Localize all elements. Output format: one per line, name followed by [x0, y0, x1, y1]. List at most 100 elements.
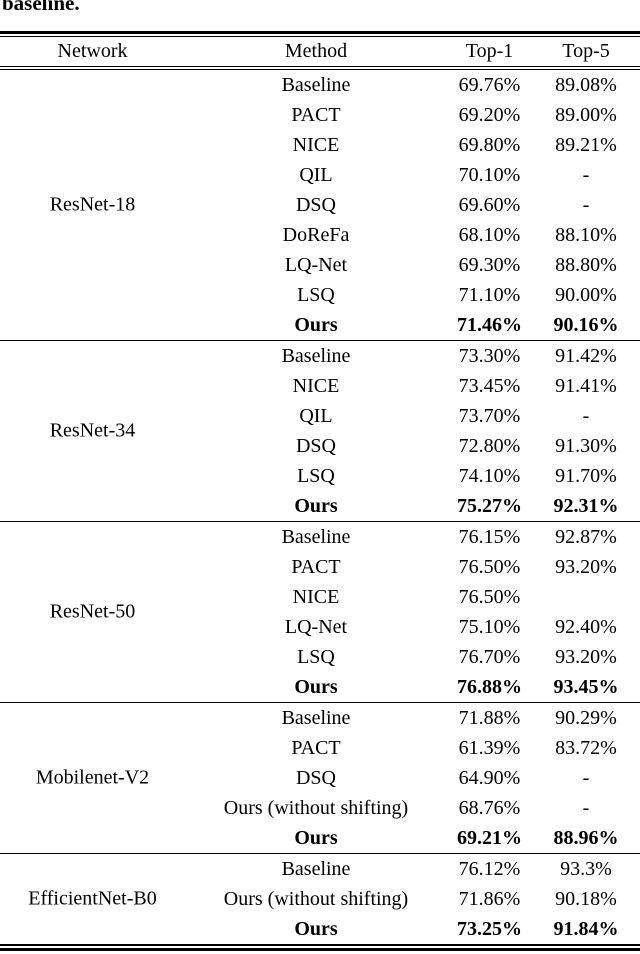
cell-method: Baseline [281, 707, 351, 729]
network-column-spacer [0, 733, 185, 763]
network-column-spacer [0, 70, 185, 100]
cell-top5: 88.80% [555, 254, 617, 276]
network-name: ResNet-18 [49, 193, 136, 216]
network-group: ResNet-50 Baseline 76.15% 92.87% PACT 76.50% 9… [0, 522, 640, 702]
cell-top5: 91.84% [553, 918, 619, 940]
network-column-spacer [0, 522, 185, 552]
cell-method: Ours [294, 314, 338, 336]
cell-method: Baseline [281, 526, 351, 548]
cell-top5: 91.41% [555, 375, 617, 397]
cell-top1: 70.10% [458, 164, 521, 186]
table-row: Ours 69.21% 88.96% [0, 823, 640, 853]
cell-top5: 93.20% [555, 646, 617, 668]
cell-method: PACT [291, 556, 341, 578]
cell-method: PACT [291, 104, 341, 126]
cell-top5: 92.40% [555, 616, 617, 638]
table-row: Ours (without shifting) 71.86% 90.18% [0, 884, 640, 914]
cell-top1: 69.76% [458, 74, 521, 96]
table-row: DSQ 72.80% 91.30% [0, 431, 640, 461]
cell-top1: 76.50% [458, 586, 521, 608]
cell-top5: - [582, 797, 590, 819]
cell-top1: 71.46% [457, 314, 522, 336]
network-group: ResNet-34 Baseline 73.30% 91.42% NICE 73.45% 9… [0, 341, 640, 521]
cell-method: Baseline [281, 858, 351, 880]
cell-top5: 83.72% [555, 737, 617, 759]
table-row: Baseline 73.30% 91.42% [0, 341, 640, 371]
network-column-spacer [0, 552, 185, 582]
cell-top5: 89.08% [555, 74, 617, 96]
cell-method: Ours (without shifting) [223, 888, 409, 910]
cell-top5 [532, 582, 640, 612]
cell-top5: 93.3% [560, 858, 612, 880]
cell-top5: 93.45% [553, 676, 619, 698]
cell-top1: 68.76% [458, 797, 521, 819]
cell-top1: 73.45% [458, 375, 521, 397]
cell-top1: 71.10% [458, 284, 521, 306]
cell-top5: 93.20% [555, 556, 617, 578]
cell-top5: 92.31% [553, 495, 619, 517]
cell-top1: 75.27% [457, 495, 522, 517]
cell-top1: 76.15% [458, 526, 521, 548]
cell-top1: 76.70% [458, 646, 521, 668]
cell-top5: 88.96% [553, 827, 619, 849]
header-method: Method [284, 40, 348, 62]
network-column-spacer [0, 100, 185, 130]
cell-method: DoReFa [282, 224, 350, 246]
table-row: Ours 73.25% 91.84% [0, 914, 640, 944]
table-row: QIL 73.70% - [0, 401, 640, 431]
table-row: Baseline 76.12% 93.3% [0, 854, 640, 884]
network-column-spacer [0, 371, 185, 401]
header-top5: Top-5 [562, 40, 610, 62]
cell-method: LSQ [297, 465, 335, 487]
table-row: LSQ 76.70% 93.20% [0, 642, 640, 672]
network-name: ResNet-50 [49, 600, 136, 623]
cell-top5: 91.30% [555, 435, 617, 457]
cell-top1: 69.30% [458, 254, 521, 276]
network-group: EfficientNet-B0 Baseline 76.12% 93.3% Ours (… [0, 854, 640, 944]
network-column-spacer [0, 823, 185, 853]
caption-table-gap [0, 15, 640, 31]
table-row: NICE 76.50% [0, 582, 640, 612]
cell-method: Ours [294, 827, 338, 849]
table-row: PACT 69.20% 89.00% [0, 100, 640, 130]
cell-top5: - [582, 194, 590, 216]
header-top1: Top-1 [465, 40, 514, 62]
table-row: QIL 70.10% - [0, 160, 640, 190]
cell-top1: 75.10% [458, 616, 521, 638]
table-caption: baseline. [2, 0, 80, 15]
cell-top1: 68.10% [458, 224, 521, 246]
network-column-spacer [0, 160, 185, 190]
network-name: Mobilenet-V2 [35, 766, 150, 789]
cell-top5: 92.87% [555, 526, 617, 548]
cell-top1: 72.80% [458, 435, 521, 457]
header-network: Network [57, 40, 128, 62]
table-row: PACT 61.39% 83.72% [0, 733, 640, 763]
cell-method: QIL [299, 164, 333, 186]
cell-top1: 73.30% [458, 345, 521, 367]
network-column-spacer [0, 703, 185, 733]
table-row: Baseline 69.76% 89.08% [0, 70, 640, 100]
cell-top5: 90.29% [555, 707, 617, 729]
table-row: LSQ 71.10% 90.00% [0, 280, 640, 310]
cell-top5: 91.42% [555, 345, 617, 367]
cell-top1: 73.25% [457, 918, 522, 940]
cell-method: QIL [299, 405, 333, 427]
cell-top1: 74.10% [458, 465, 521, 487]
table-row: LSQ 74.10% 91.70% [0, 461, 640, 491]
network-column-spacer [0, 130, 185, 160]
cell-top5: 90.16% [553, 314, 619, 336]
network-column-spacer [0, 250, 185, 280]
table-row: DSQ 69.60% - [0, 190, 640, 220]
group-divider [0, 340, 640, 341]
network-name: EfficientNet-B0 [28, 887, 157, 910]
table-header-row: Network Method Top-1 Top-5 [0, 37, 640, 66]
network-column-spacer [0, 914, 185, 944]
network-column-spacer [0, 310, 185, 340]
cell-top1: 76.12% [458, 858, 521, 880]
cell-top1: 69.20% [458, 104, 521, 126]
cell-method: DSQ [295, 435, 336, 457]
cell-top5: - [582, 405, 590, 427]
cell-method: Baseline [281, 74, 351, 96]
table-row: NICE 69.80% 89.21% [0, 130, 640, 160]
table-row: NICE 73.45% 91.41% [0, 371, 640, 401]
